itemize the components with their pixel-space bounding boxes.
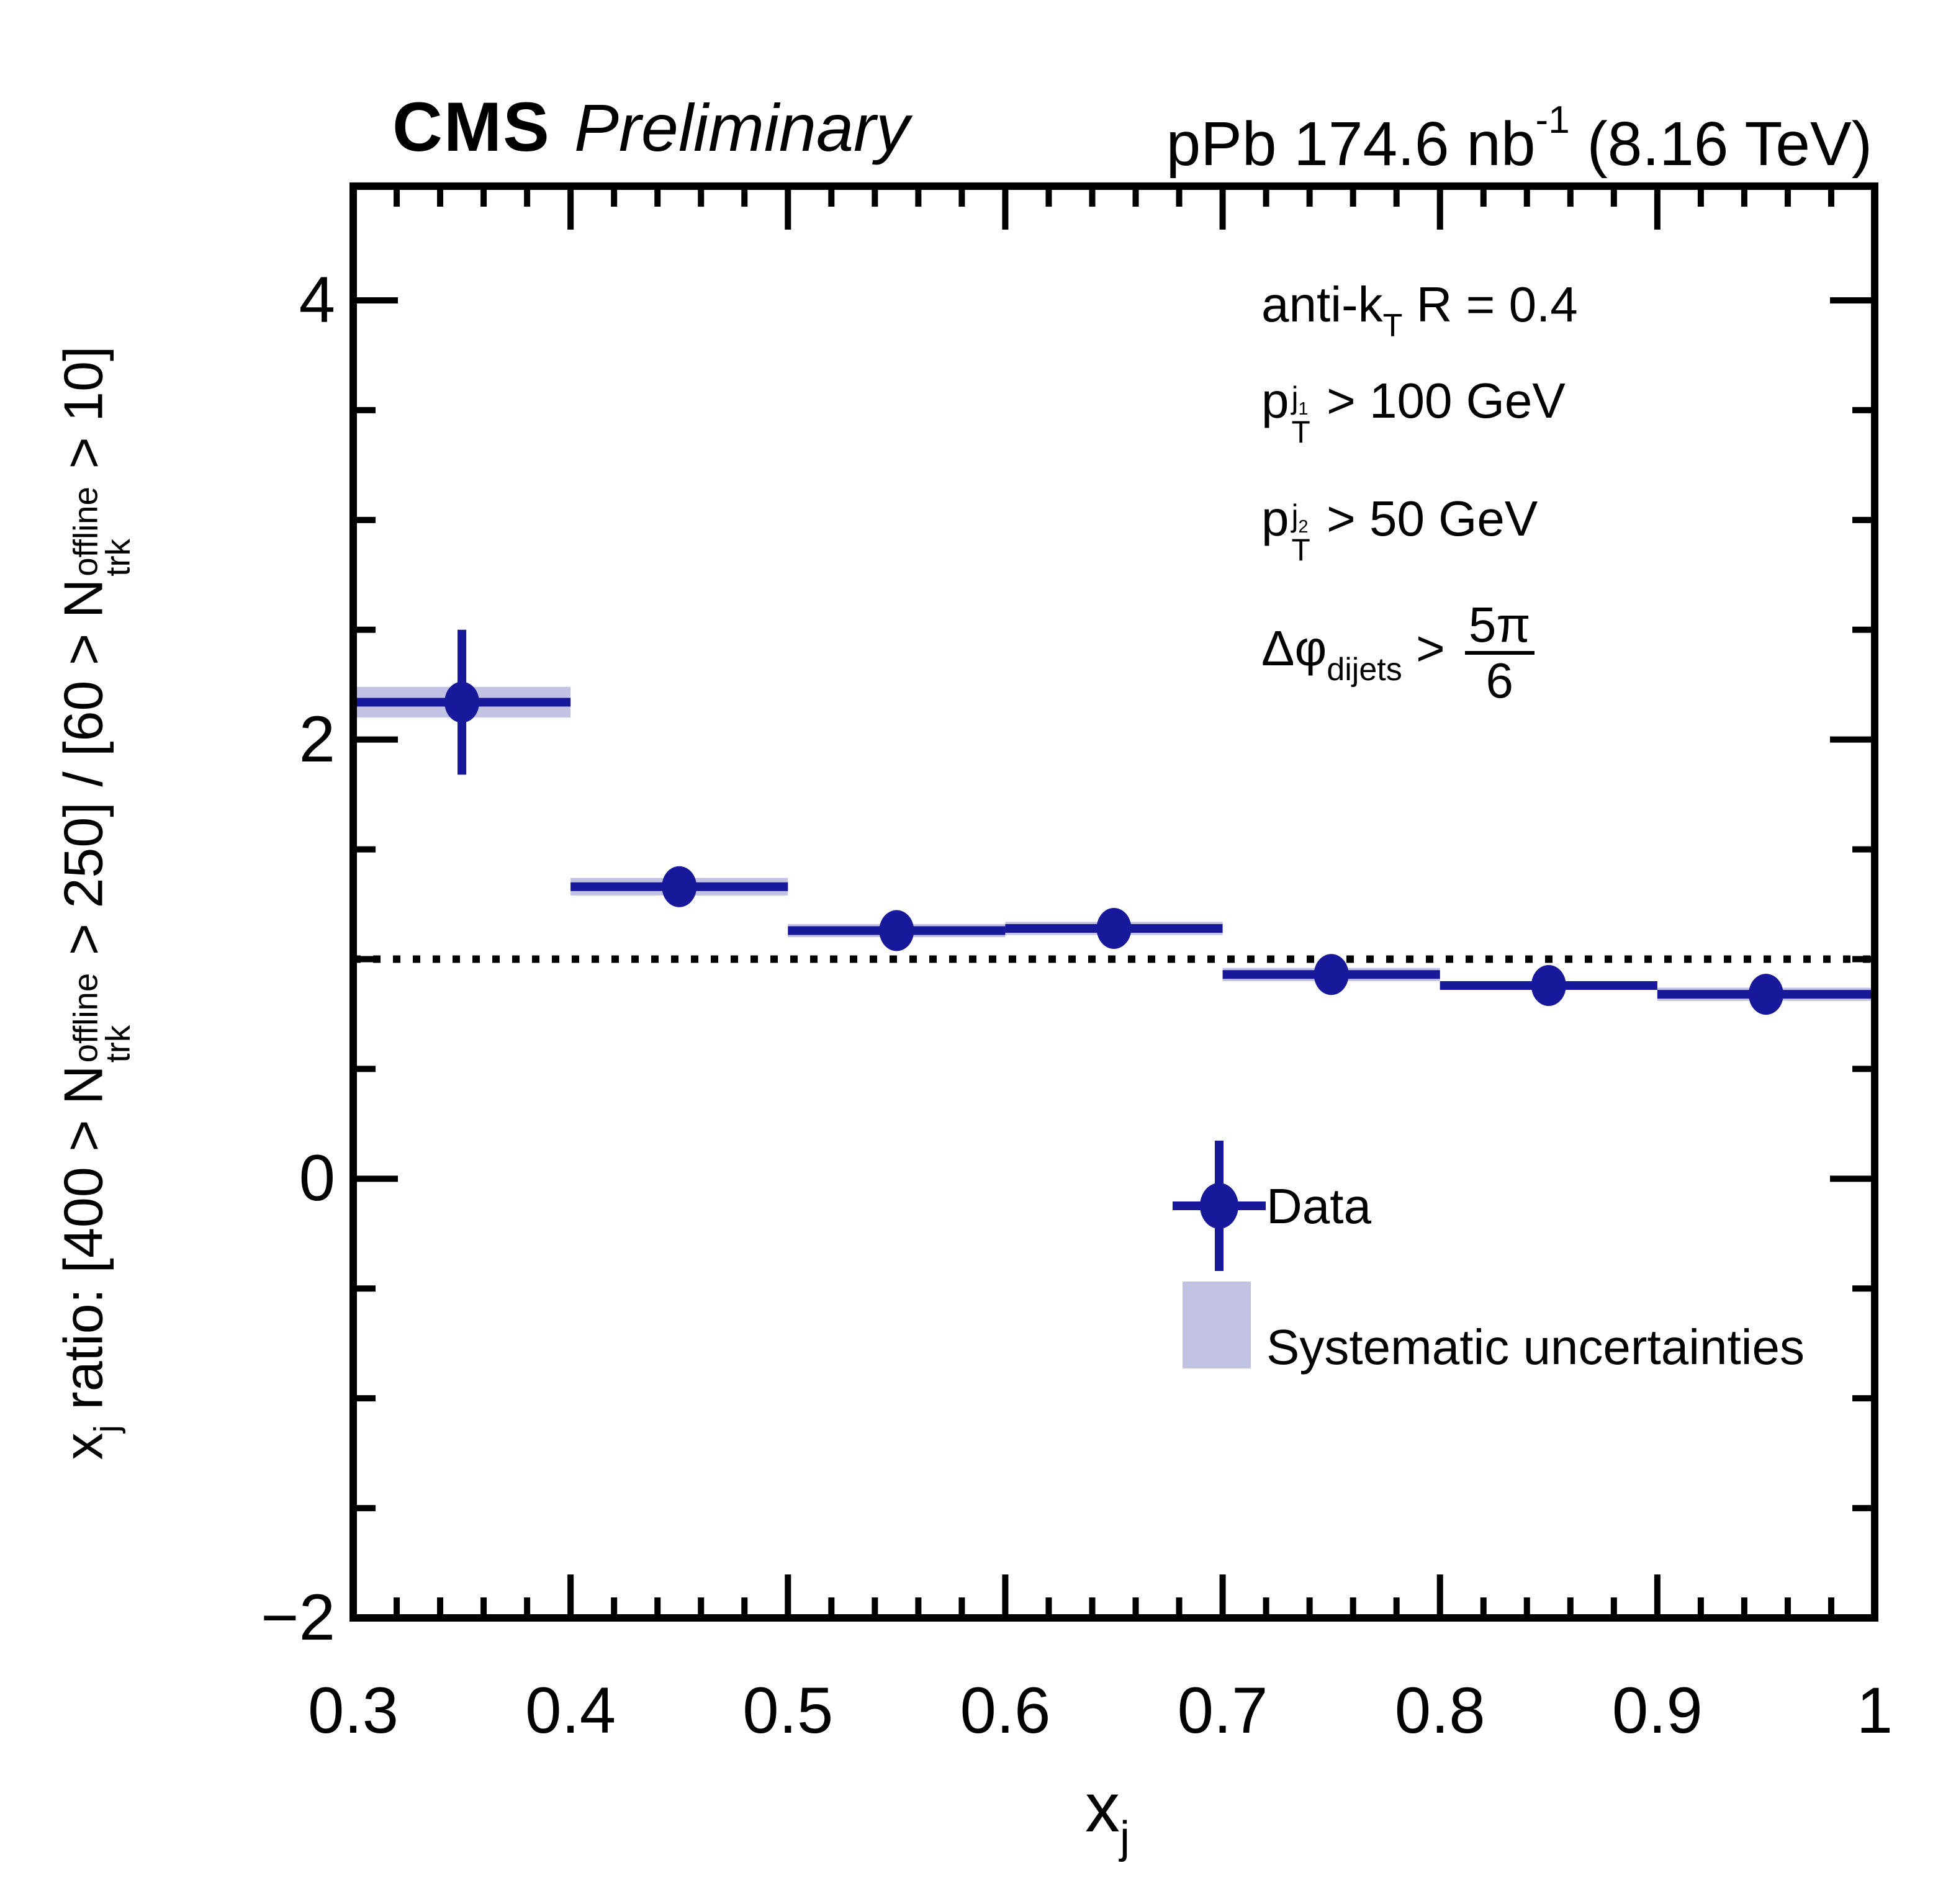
annotation-leading-jet-pt: p j1 T > 100 GeV bbox=[1261, 373, 1566, 449]
data-point bbox=[1314, 954, 1349, 995]
x-title-main: x bbox=[1085, 1769, 1120, 1846]
data-point bbox=[1096, 907, 1132, 949]
legend-data-marker bbox=[1173, 1141, 1266, 1271]
y-title-end: > 10] bbox=[52, 346, 114, 485]
data-point bbox=[444, 681, 480, 723]
x-tick-label: 0.5 bbox=[742, 1674, 834, 1747]
plot-frame bbox=[349, 182, 1878, 1622]
data-point bbox=[662, 866, 697, 907]
annotation-dphi-cut: Δφdijets > 5π 6 bbox=[1261, 599, 1535, 707]
y-tick-label: 0 bbox=[299, 1142, 335, 1215]
legend-syst-swatch bbox=[1183, 1282, 1251, 1368]
x-tick-label: 0.7 bbox=[1177, 1674, 1268, 1747]
energy-text: (8.16 TeV) bbox=[1569, 109, 1872, 179]
lumi-text: pPb 174.6 nb bbox=[1166, 109, 1536, 179]
pt-supsub: j1 T bbox=[1291, 380, 1310, 449]
x-axis-title: xj bbox=[1085, 1767, 1130, 1863]
data-point bbox=[1531, 964, 1566, 1006]
data-point bbox=[879, 910, 914, 951]
x-tick-label: 0.8 bbox=[1394, 1674, 1485, 1747]
legend-syst-label: Systematic uncertainties bbox=[1266, 1319, 1805, 1375]
ntrk-supsub: offline trk bbox=[66, 972, 137, 1063]
annotation-subleading-jet-pt: p j2 T > 50 GeV bbox=[1261, 491, 1538, 567]
header: CMS Preliminary bbox=[392, 87, 909, 167]
x-tick-label: 1 bbox=[1856, 1674, 1893, 1747]
y-title-x-sub: j bbox=[86, 1425, 126, 1433]
x-title-sub: j bbox=[1120, 1813, 1130, 1862]
x-tick-label: 0.3 bbox=[308, 1674, 399, 1747]
legend-data-label: Data bbox=[1266, 1179, 1371, 1234]
y-tick-label: 2 bbox=[299, 703, 335, 776]
annotation-jet-algo: anti-kT R = 0.4 bbox=[1261, 277, 1578, 344]
x-tick-label: 0.4 bbox=[525, 1674, 616, 1747]
five-pi-over-six: 5π 6 bbox=[1464, 599, 1535, 707]
y-title-num: ratio: [400 > N bbox=[52, 1065, 114, 1426]
lumi-exponent: -1 bbox=[1535, 99, 1570, 141]
y-title-x: x bbox=[52, 1432, 114, 1460]
lumi-energy-label: pPb 174.6 nb-1 (8.16 TeV) bbox=[1166, 98, 1872, 180]
pt-supsub: j2 T bbox=[1291, 498, 1310, 567]
x-tick-label: 0.6 bbox=[960, 1674, 1051, 1747]
y-title-den: > 250] / [60 > N bbox=[52, 578, 114, 971]
x-tick-label: 0.9 bbox=[1611, 1674, 1703, 1747]
y-tick-label: −2 bbox=[261, 1581, 335, 1654]
status-label: Preliminary bbox=[574, 90, 909, 165]
experiment-label: CMS bbox=[392, 88, 551, 166]
ntrk-supsub: offline trk bbox=[66, 487, 137, 577]
data-point-icon bbox=[1200, 1183, 1238, 1229]
y-tick-label: 4 bbox=[299, 263, 335, 336]
data-point bbox=[1748, 974, 1783, 1015]
